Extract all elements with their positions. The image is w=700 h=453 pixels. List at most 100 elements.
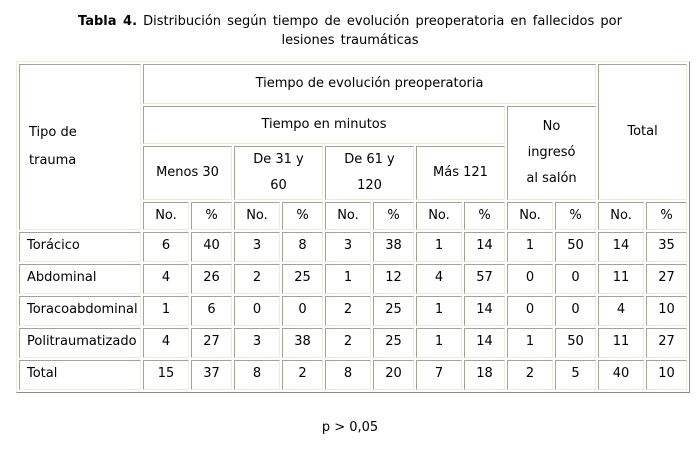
data-cell: 26: [191, 264, 232, 294]
header-tipo-line1: Tipo de: [29, 125, 77, 140]
data-cell: 40: [598, 360, 645, 390]
row-label: Torácico: [19, 232, 141, 262]
data-cell: 3: [325, 232, 371, 262]
header-range-menos-30: Menos 30: [143, 146, 232, 200]
data-cell: 2: [282, 360, 323, 390]
data-cell: 0: [282, 296, 323, 326]
header-pct: %: [373, 202, 414, 230]
header-tiempo-minutos: Tiempo en minutos: [143, 106, 505, 144]
data-cell: 0: [555, 296, 597, 326]
data-cell: 4: [143, 328, 189, 358]
table-title-number: Tabla 4.: [78, 14, 138, 29]
data-cell: 4: [416, 264, 462, 294]
data-table: Tipo de trauma Tiempo de evolución preop…: [16, 61, 691, 393]
data-cell: 1: [416, 232, 462, 262]
header-no: No.: [325, 202, 371, 230]
data-cell: 8: [234, 360, 280, 390]
range-line: Más 121: [433, 165, 488, 180]
data-cell: 50: [555, 328, 597, 358]
data-cell: 3: [234, 232, 280, 262]
header-tipo-de-trauma: Tipo de trauma: [19, 64, 141, 230]
header-range-31-60: De 31 y 60: [234, 146, 323, 200]
data-cell: 38: [373, 232, 414, 262]
data-cell: 1: [416, 296, 462, 326]
data-cell: 6: [191, 296, 232, 326]
data-cell: 0: [507, 264, 553, 294]
range-line: 60: [270, 178, 287, 193]
header-row-4: No. % No. % No. % No. % No. % No. %: [19, 202, 688, 230]
data-cell: 2: [507, 360, 553, 390]
data-cell: 57: [464, 264, 505, 294]
data-cell: 40: [191, 232, 232, 262]
data-cell: 35: [646, 232, 688, 262]
row-label: Toracoabdominal: [19, 296, 141, 326]
header-no: No.: [234, 202, 280, 230]
table-title-line1: Distribución según tiempo de evolución p…: [143, 14, 622, 29]
header-pct: %: [555, 202, 597, 230]
header-no-ingreso: No ingresó al salón: [507, 106, 597, 200]
header-row-2: Tiempo en minutos No ingresó al salón: [19, 106, 687, 200]
data-cell: 14: [464, 232, 505, 262]
table-row: Politraumatizado 4 27 3 38 2 25 1 14 1 5…: [19, 328, 688, 358]
table-row-total: Total 15 37 8 2 8 20 7 18 2 5 40 10: [19, 360, 688, 390]
data-cell: 18: [464, 360, 505, 390]
header-pct: %: [646, 202, 688, 230]
data-cell: 37: [191, 360, 232, 390]
row-label: Politraumatizado: [19, 328, 141, 358]
header-no: No.: [143, 202, 189, 230]
data-cell: 0: [555, 264, 597, 294]
range-line: De 31 y: [253, 152, 304, 167]
header-total: Total: [598, 64, 688, 200]
table-row: Toracoabdominal 1 6 0 0 2 25 1 14 0 0 4 …: [19, 296, 688, 326]
header-pct: %: [191, 202, 232, 230]
data-cell: 11: [598, 328, 645, 358]
row-label: Total: [19, 360, 141, 390]
data-cell: 1: [325, 264, 371, 294]
data-cell: 50: [555, 232, 597, 262]
data-cell: 27: [646, 328, 688, 358]
data-cell: 12: [373, 264, 414, 294]
data-cell: 38: [282, 328, 323, 358]
data-cell: 1: [507, 328, 553, 358]
header-no-ingreso-line2: ingresó: [527, 145, 576, 160]
table-row: Torácico 6 40 3 8 3 38 1 14 1 50 14 35: [19, 232, 688, 262]
data-cell: 25: [373, 328, 414, 358]
data-cell: 11: [598, 264, 645, 294]
table-row: Abdominal 4 26 2 25 1 12 4 57 0 0 11 27: [19, 264, 688, 294]
data-cell: 1: [507, 232, 553, 262]
data-cell: 8: [282, 232, 323, 262]
header-row-3: Menos 30 De 31 y 60 De 61 y 120 Más 121: [19, 146, 687, 200]
data-cell: 2: [325, 328, 371, 358]
data-cell: 4: [598, 296, 645, 326]
p-value-note: p > 0,05: [321, 420, 379, 435]
data-cell: 4: [143, 264, 189, 294]
range-line: Menos 30: [156, 165, 219, 180]
header-no-ingreso-line1: No: [542, 119, 561, 134]
data-cell: 6: [143, 232, 189, 262]
header-no: No.: [598, 202, 645, 230]
table-title: Tabla 4. Distribución según tiempo de ev…: [0, 0, 700, 50]
data-cell: 2: [325, 296, 371, 326]
data-cell: 0: [234, 296, 280, 326]
data-cell: 14: [464, 296, 505, 326]
data-cell: 27: [191, 328, 232, 358]
range-line: De 61 y: [344, 152, 395, 167]
data-cell: 20: [373, 360, 414, 390]
header-no: No.: [416, 202, 462, 230]
data-cell: 14: [598, 232, 645, 262]
header-pct: %: [282, 202, 323, 230]
row-label: Abdominal: [19, 264, 141, 294]
data-cell: 1: [143, 296, 189, 326]
data-cell: 25: [282, 264, 323, 294]
data-cell: 15: [143, 360, 189, 390]
header-no: No.: [507, 202, 553, 230]
data-cell: 5: [555, 360, 597, 390]
header-row-1: Tipo de trauma Tiempo de evolución preop…: [19, 64, 688, 230]
header-tiempo-evolucion: Tiempo de evolución preoperatoria: [143, 64, 597, 104]
data-cell: 2: [234, 264, 280, 294]
table-title-line2: lesiones traumáticas: [281, 33, 419, 48]
header-pct: %: [464, 202, 505, 230]
data-cell: 10: [646, 360, 688, 390]
data-cell: 10: [646, 296, 688, 326]
data-cell: 3: [234, 328, 280, 358]
